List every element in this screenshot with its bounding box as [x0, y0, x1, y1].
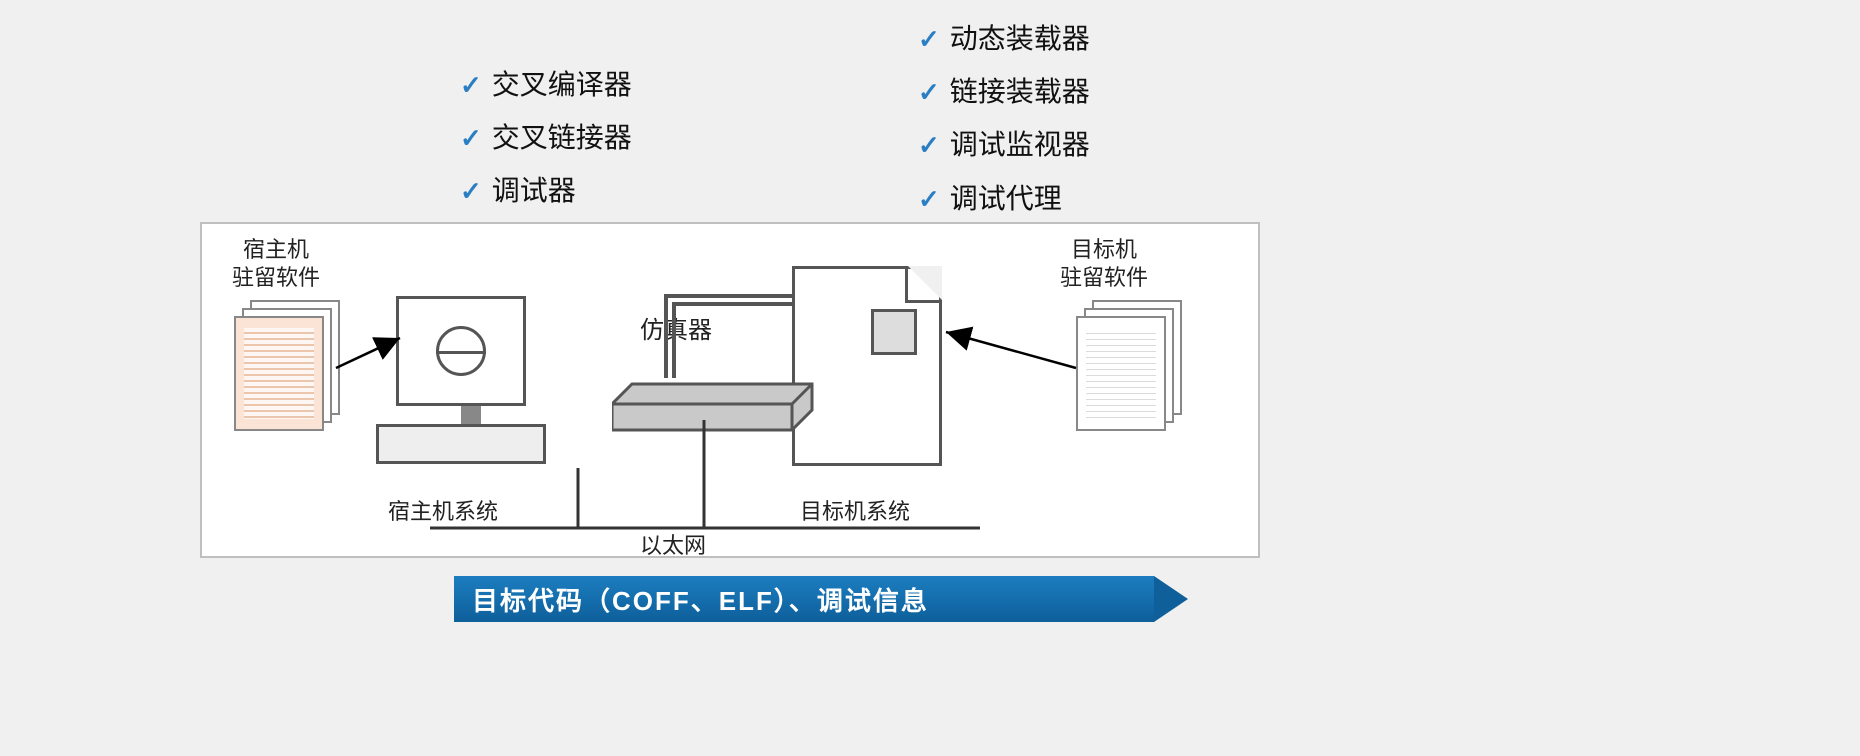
target-checklist-item: ✓ 动态装载器 — [918, 12, 1090, 65]
target-checklist-item: ✓ 调试监视器 — [918, 118, 1090, 171]
target-system-label: 目标机系统 — [800, 498, 910, 526]
target-software-label-l2: 驻留软件 — [1060, 265, 1148, 290]
target-checklist-item-label: 链接装载器 — [950, 76, 1090, 107]
footer-arrow-banner: 目标代码（COFF、ELF）、调试信息 — [454, 576, 1154, 622]
host-checklist-item-label: 交叉链接器 — [492, 122, 632, 153]
host-checklist-item: ✓ 调试器 — [460, 164, 632, 217]
target-software-label: 目标机 驻留软件 — [1060, 236, 1148, 291]
check-icon: ✓ — [918, 77, 940, 107]
host-system-label: 宿主机系统 — [388, 498, 498, 526]
target-checklist: ✓ 动态装载器 ✓ 链接装载器 ✓ 调试监视器 ✓ 调试代理 — [918, 12, 1090, 225]
host-documents-icon — [234, 300, 344, 430]
host-software-label-l1: 宿主机 — [243, 237, 309, 262]
check-icon: ✓ — [460, 176, 482, 206]
footer-arrow-text: 目标代码（COFF、ELF）、调试信息 — [472, 581, 929, 618]
host-checklist-item-label: 调试器 — [492, 175, 576, 206]
ethernet-label: 以太网 — [640, 532, 706, 560]
target-checklist-item-label: 调试代理 — [950, 183, 1062, 214]
check-icon: ✓ — [918, 24, 940, 54]
target-checklist-item: ✓ 链接装载器 — [918, 65, 1090, 118]
check-icon: ✓ — [460, 70, 482, 100]
emulator-label: 仿真器 — [640, 316, 712, 346]
host-computer-icon — [396, 296, 546, 464]
check-icon: ✓ — [460, 123, 482, 153]
target-software-label-l1: 目标机 — [1071, 237, 1137, 262]
host-checklist-item: ✓ 交叉链接器 — [460, 111, 632, 164]
target-checklist-item-label: 调试监视器 — [950, 129, 1090, 160]
emulator-icon — [612, 374, 832, 439]
check-icon: ✓ — [918, 130, 940, 160]
target-checklist-item-label: 动态装载器 — [950, 23, 1090, 54]
check-icon: ✓ — [918, 184, 940, 214]
target-checklist-item: ✓ 调试代理 — [918, 172, 1090, 225]
host-checklist-item-label: 交叉编译器 — [492, 69, 632, 100]
host-software-label: 宿主机 驻留软件 — [232, 236, 320, 291]
host-checklist-item: ✓ 交叉编译器 — [460, 58, 632, 111]
host-checklist: ✓ 交叉编译器 ✓ 交叉链接器 ✓ 调试器 — [460, 58, 632, 218]
host-software-label-l2: 驻留软件 — [232, 265, 320, 290]
target-documents-icon — [1076, 300, 1186, 430]
